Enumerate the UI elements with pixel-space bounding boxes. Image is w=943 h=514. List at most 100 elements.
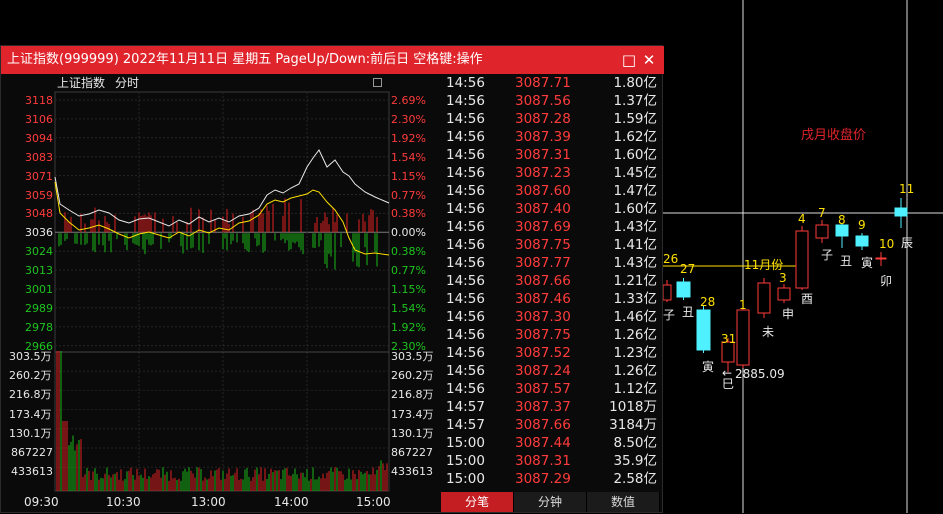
trade-price: 3087.57 bbox=[515, 381, 571, 397]
trade-row[interactable]: 14:56 3087.39 1.62亿 bbox=[441, 128, 657, 146]
trade-time: 14:56 bbox=[446, 201, 485, 217]
trade-row[interactable]: 14:56 3087.75 1.41亿 bbox=[441, 236, 657, 254]
trade-time: 14:56 bbox=[446, 309, 485, 325]
zodiac-label: 申 bbox=[782, 307, 795, 321]
candle-body[interactable] bbox=[855, 235, 869, 247]
trade-row[interactable]: 14:56 3087.31 1.60亿 bbox=[441, 146, 657, 164]
percent-tick-label: 1.54% bbox=[391, 301, 426, 315]
trade-row[interactable]: 15:00 3087.31 35.9亿 bbox=[441, 452, 657, 470]
trade-time: 14:56 bbox=[446, 165, 485, 181]
trade-row[interactable]: 14:56 3087.46 1.33亿 bbox=[441, 290, 657, 308]
trade-price: 3087.60 bbox=[515, 183, 571, 199]
popup-title-bar[interactable]: 上证指数(999999) 2022年11月11日 星期五 PageUp/Down… bbox=[1, 46, 664, 74]
trade-volume: 1.80亿 bbox=[613, 75, 657, 91]
intraday-chart-panel[interactable]: 上证指数 分时 3118 2.69% 3106 2.30% 3094 1.92% 3083 1… bbox=[1, 74, 441, 514]
candle-body[interactable] bbox=[815, 224, 829, 239]
trade-time: 14:56 bbox=[446, 219, 485, 235]
trade-list-tabs[interactable]: 分笔 分钟 数值 bbox=[441, 492, 663, 512]
trade-price: 3087.28 bbox=[515, 111, 571, 127]
trade-row[interactable]: 14:56 3087.71 1.80亿 bbox=[441, 74, 657, 92]
candle-body[interactable] bbox=[757, 282, 771, 314]
intraday-chart-canvas[interactable] bbox=[1, 74, 441, 514]
zodiac-label: 辰 bbox=[901, 236, 914, 250]
trade-time: 15:00 bbox=[446, 453, 485, 469]
trade-volume: 35.9亿 bbox=[613, 453, 657, 469]
trade-row[interactable]: 14:56 3087.23 1.45亿 bbox=[441, 164, 657, 182]
candle-body[interactable] bbox=[894, 207, 908, 217]
percent-tick-label: 1.15% bbox=[391, 283, 426, 296]
arrow-left-icon: ← bbox=[722, 366, 733, 380]
trade-price: 3087.75 bbox=[515, 237, 571, 253]
trade-volume: 1.21亿 bbox=[613, 273, 657, 289]
trade-price: 3087.46 bbox=[515, 291, 571, 307]
price-tick-label: 3001 bbox=[25, 283, 53, 296]
trade-row[interactable]: 14:56 3087.75 1.26亿 bbox=[441, 326, 657, 344]
zodiac-label: 未 bbox=[762, 325, 775, 339]
trade-row[interactable]: 14:56 3087.40 1.60亿 bbox=[441, 200, 657, 218]
trade-time: 14:56 bbox=[446, 147, 485, 163]
trade-volume: 1.43亿 bbox=[613, 219, 657, 235]
candle-body[interactable] bbox=[696, 309, 711, 351]
trade-row[interactable]: 14:57 3087.66 3184万 bbox=[441, 416, 657, 434]
percent-tick-label: 0.38% bbox=[391, 245, 426, 259]
trade-row[interactable]: 14:56 3087.24 1.26亿 bbox=[441, 362, 657, 380]
tab-values[interactable]: 数值 bbox=[587, 492, 660, 512]
trade-price: 3087.66 bbox=[515, 417, 571, 433]
trade-row[interactable]: 14:56 3087.52 1.23亿 bbox=[441, 344, 657, 362]
percent-tick-label: 0.77% bbox=[391, 264, 426, 278]
chart-settings-icon[interactable] bbox=[373, 78, 382, 87]
candle-body[interactable] bbox=[662, 284, 672, 301]
candle-number-label: 11 bbox=[899, 182, 915, 196]
candle-body[interactable] bbox=[736, 309, 750, 366]
trade-row[interactable]: 14:56 3087.77 1.43亿 bbox=[441, 254, 657, 272]
popup-title: 上证指数(999999) 2022年11月11日 星期五 PageUp/Down… bbox=[7, 52, 483, 67]
trade-time: 14:56 bbox=[446, 75, 485, 91]
tab-minutes[interactable]: 分钟 bbox=[514, 492, 587, 512]
volume-tick-label: 260.2万 bbox=[9, 369, 52, 383]
volume-tick-label: 433613 bbox=[11, 465, 53, 479]
intraday-popup-window[interactable]: 上证指数(999999) 2022年11月11日 星期五 PageUp/Down… bbox=[0, 45, 664, 514]
trade-volume: 1.12亿 bbox=[613, 381, 657, 397]
zodiac-label: 寅 bbox=[702, 360, 715, 374]
tick-trade-list[interactable]: 14:56 3087.71 1.80亿 14:56 3087.56 1.37亿 14:56 3… bbox=[441, 74, 663, 494]
trade-row[interactable]: 15:00 3087.29 2.58亿 bbox=[441, 470, 657, 488]
trade-row[interactable]: 14:56 3087.69 1.43亿 bbox=[441, 218, 657, 236]
volume-tick-label: 173.4万 bbox=[9, 407, 52, 421]
tab-ticks[interactable]: 分笔 bbox=[441, 492, 514, 512]
trade-row[interactable]: 14:56 3087.57 1.12亿 bbox=[441, 380, 657, 398]
trade-volume: 1.43亿 bbox=[613, 255, 657, 271]
percent-tick-label: 0.00% bbox=[391, 226, 426, 240]
time-tick-label: 14:00 bbox=[274, 495, 309, 509]
volume-tick-label: 216.8万 bbox=[9, 388, 52, 402]
trade-time: 14:57 bbox=[446, 399, 485, 415]
percent-tick-label: 1.92% bbox=[391, 131, 426, 145]
trade-price: 3087.39 bbox=[515, 129, 571, 145]
price-tick-label: 3083 bbox=[25, 150, 53, 164]
low-price-annotation: 2885.09 bbox=[735, 367, 785, 381]
zodiac-label: 寅 bbox=[861, 256, 874, 270]
candle-body[interactable] bbox=[777, 287, 791, 301]
trade-row[interactable]: 15:00 3087.44 8.50亿 bbox=[441, 434, 657, 452]
price-tick-label: 3071 bbox=[25, 169, 53, 183]
trade-row[interactable]: 14:56 3087.30 1.46亿 bbox=[441, 308, 657, 326]
trade-volume: 1.46亿 bbox=[613, 309, 657, 325]
candle-body[interactable] bbox=[795, 230, 809, 289]
candle-body[interactable] bbox=[676, 281, 691, 298]
zodiac-label: 子 bbox=[663, 308, 676, 322]
candle-body[interactable] bbox=[875, 257, 887, 260]
zodiac-label: 丑 bbox=[840, 254, 853, 268]
candle-body[interactable] bbox=[721, 341, 735, 363]
trade-row[interactable]: 14:56 3087.60 1.47亿 bbox=[441, 182, 657, 200]
trade-row[interactable]: 14:56 3087.66 1.21亿 bbox=[441, 272, 657, 290]
zodiac-label: 子 bbox=[821, 248, 834, 262]
candle-number-label: 11月份 bbox=[744, 258, 784, 272]
close-icon[interactable]: ✕ bbox=[642, 51, 656, 69]
volume-tick-label-right: 303.5万 bbox=[391, 350, 434, 363]
trade-row[interactable]: 14:56 3087.56 1.37亿 bbox=[441, 92, 657, 110]
trade-row[interactable]: 14:56 3087.28 1.59亿 bbox=[441, 110, 657, 128]
trade-row[interactable]: 14:57 3087.37 1018万 bbox=[441, 398, 657, 416]
restore-icon[interactable]: □ bbox=[621, 51, 637, 69]
candle-body[interactable] bbox=[835, 224, 849, 237]
trade-price: 3087.52 bbox=[515, 345, 571, 361]
